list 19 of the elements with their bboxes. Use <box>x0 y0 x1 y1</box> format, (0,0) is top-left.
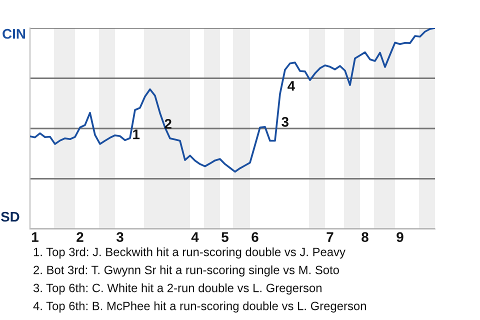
x-tick-label: 5 <box>222 232 228 242</box>
text: CIN <box>2 28 26 39</box>
x-tick-label: 6 <box>252 232 258 242</box>
x-tick-label: 7 <box>326 232 334 242</box>
annotation: 2 <box>164 118 172 129</box>
x-tick-label: 9 <box>396 232 404 242</box>
text: SD <box>0 212 20 222</box>
x-tick-label: 8 <box>362 232 368 242</box>
annotation: 4 <box>288 81 296 91</box>
text: 2. Bot 3rd: T. Gwynn Sr hit a run-scoring single vs M. Soto <box>34 265 339 277</box>
x-tick-label: 4 <box>191 232 199 242</box>
x-tick-label: 2 <box>76 232 84 242</box>
annotation: 1 <box>133 130 140 140</box>
x-tick-label: 1 <box>32 232 38 242</box>
text: 3. Top 6th: C. White hit a 2-run double vs L. Gregerson <box>33 283 322 295</box>
text: 4. Top 6th: B. McPhee hit a run-scoring double vs L. Gregerson <box>33 301 366 313</box>
x-tick-label: 3 <box>116 232 124 242</box>
annotation: 3 <box>282 116 289 127</box>
text: 1. Top 3rd: J. Beckwith hit a run-scoring double vs J. Peavy <box>34 247 346 259</box>
